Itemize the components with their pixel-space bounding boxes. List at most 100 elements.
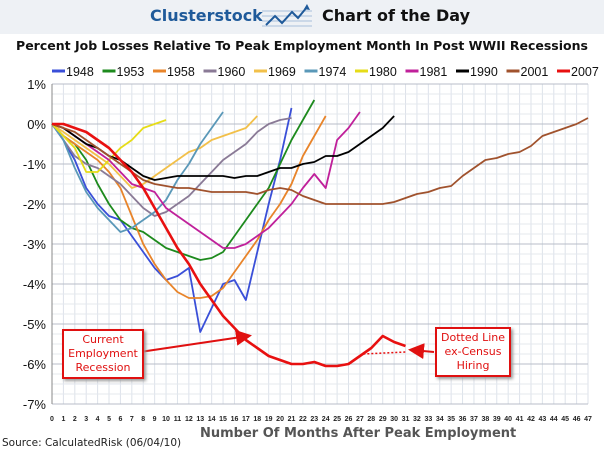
y-tick-label: -5% (23, 317, 47, 332)
annotation-arrow (139, 329, 252, 353)
y-tick-label: 1% (27, 77, 46, 92)
legend-label: 2001 (521, 65, 549, 79)
y-tick-label: -1% (23, 157, 47, 172)
annotation-line: Current (82, 333, 124, 346)
x-tick-label: 5 (107, 416, 111, 423)
brand-name: Clusterstock (150, 6, 263, 25)
x-tick-label: 43 (538, 416, 546, 423)
x-tick-label: 31 (402, 416, 410, 423)
annotation-line: ex-Census (444, 345, 502, 358)
legend-item-1981: 1981 (405, 65, 448, 79)
series-line-1969 (51, 115, 258, 189)
x-tick-label: 20 (276, 416, 284, 423)
series-line-1958 (51, 115, 327, 299)
header-banner: Clusterstock Chart of the Day (0, 0, 604, 34)
series-line-1974 (51, 111, 224, 233)
legend-label: 1990 (470, 65, 498, 79)
x-tick-label: 2 (73, 416, 77, 423)
x-tick-label: 30 (390, 416, 398, 423)
x-tick-label: 25 (333, 416, 341, 423)
chart-title: Percent Job Losses Relative To Peak Empl… (16, 38, 588, 53)
x-tick-label: 0 (50, 416, 54, 423)
x-tick-label: 7 (130, 416, 134, 423)
x-tick-label: 22 (299, 416, 307, 423)
legend-label: 1969 (268, 65, 296, 79)
x-tick-label: 21 (288, 416, 296, 423)
x-tick-label: 27 (356, 416, 364, 423)
annotation-line: Dotted Line (441, 331, 505, 344)
annotation-arrow (408, 343, 435, 360)
x-tick-label: 18 (253, 416, 261, 423)
legend-item-1974: 1974 (304, 65, 347, 79)
x-tick-label: 8 (141, 416, 145, 423)
x-tick-label: 12 (185, 416, 193, 423)
x-axis-label: Number Of Months After Peak Employment (200, 426, 517, 441)
x-tick-label: 13 (196, 416, 204, 423)
x-tick-label: 26 (345, 416, 353, 423)
series-line-1960 (51, 117, 292, 217)
dotted-line-ex-census (363, 351, 406, 355)
series-line-2007 (52, 122, 406, 368)
legend-label: 1981 (420, 65, 448, 79)
legend-item-2007: 2007 (557, 65, 599, 79)
x-tick-label: 11 (174, 416, 182, 423)
x-tick-label: 23 (310, 416, 318, 423)
x-tick-label: 45 (561, 416, 569, 423)
y-tick-label: 0% (27, 117, 46, 132)
x-tick-label: 10 (162, 416, 170, 423)
legend-item-1960: 1960 (203, 65, 246, 79)
legend-item-1969: 1969 (254, 65, 296, 79)
annotation-current-recession: Current Employment Recession (62, 329, 144, 379)
annotation-dotted-line: Dotted Line ex-Census Hiring (435, 327, 511, 377)
series-line-2001 (51, 117, 589, 205)
annotation-line: Recession (75, 361, 131, 374)
x-tick-label: 3 (84, 416, 88, 423)
x-tick-label: 44 (550, 416, 558, 423)
annotation-line: Hiring (456, 359, 490, 372)
x-tick-label: 28 (367, 416, 375, 423)
legend-item-1948: 1948 (52, 65, 94, 79)
legend-label: 1980 (369, 65, 397, 79)
chart-of-the-day-label: Chart of the Day (322, 6, 471, 25)
x-tick-label: 36 (459, 416, 467, 423)
x-tick-label: 46 (573, 416, 581, 423)
x-tick-label: 6 (118, 416, 122, 423)
source-note: Source: CalculatedRisk (06/04/10) (2, 437, 182, 449)
series-line-1948 (51, 107, 293, 333)
legend-item-1958: 1958 (153, 65, 195, 79)
x-tick-label: 9 (153, 416, 157, 423)
series-line-1981 (51, 111, 361, 249)
x-tick-label: 37 (470, 416, 478, 423)
y-tick-label: -3% (23, 237, 47, 252)
x-tick-label: 40 (504, 416, 512, 423)
legend-label: 1960 (218, 65, 246, 79)
x-tick-label: 34 (436, 416, 444, 423)
legend-label: 1958 (167, 65, 195, 79)
x-tick-label: 4 (96, 416, 100, 423)
y-tick-label: -4% (23, 277, 47, 292)
x-tick-label: 41 (516, 416, 524, 423)
x-tick-label: 39 (493, 416, 501, 423)
x-tick-label: 38 (481, 416, 489, 423)
x-tick-label: 33 (424, 416, 432, 423)
legend-label: 2007 (571, 65, 599, 79)
x-tick-label: 1 (61, 416, 65, 423)
x-tick-label: 16 (231, 416, 239, 423)
chart-logo-icon (262, 4, 312, 27)
x-tick-label: 15 (219, 416, 227, 423)
x-tick-label: 17 (242, 416, 250, 423)
x-tick-label: 42 (527, 416, 535, 423)
y-tick-label: -6% (23, 357, 47, 372)
legend-label: 1974 (319, 65, 347, 79)
y-tick-label: -2% (23, 197, 47, 212)
legend-item-1990: 1990 (456, 65, 498, 79)
x-tick-label: 24 (322, 416, 330, 423)
legend-label: 1948 (66, 65, 94, 79)
x-tick-label: 47 (584, 416, 592, 423)
legend-item-2001: 2001 (506, 65, 549, 79)
x-tick-label: 32 (413, 416, 421, 423)
y-tick-label: -7% (23, 397, 47, 412)
x-tick-label: 35 (447, 416, 455, 423)
legend-label: 1953 (117, 65, 145, 79)
